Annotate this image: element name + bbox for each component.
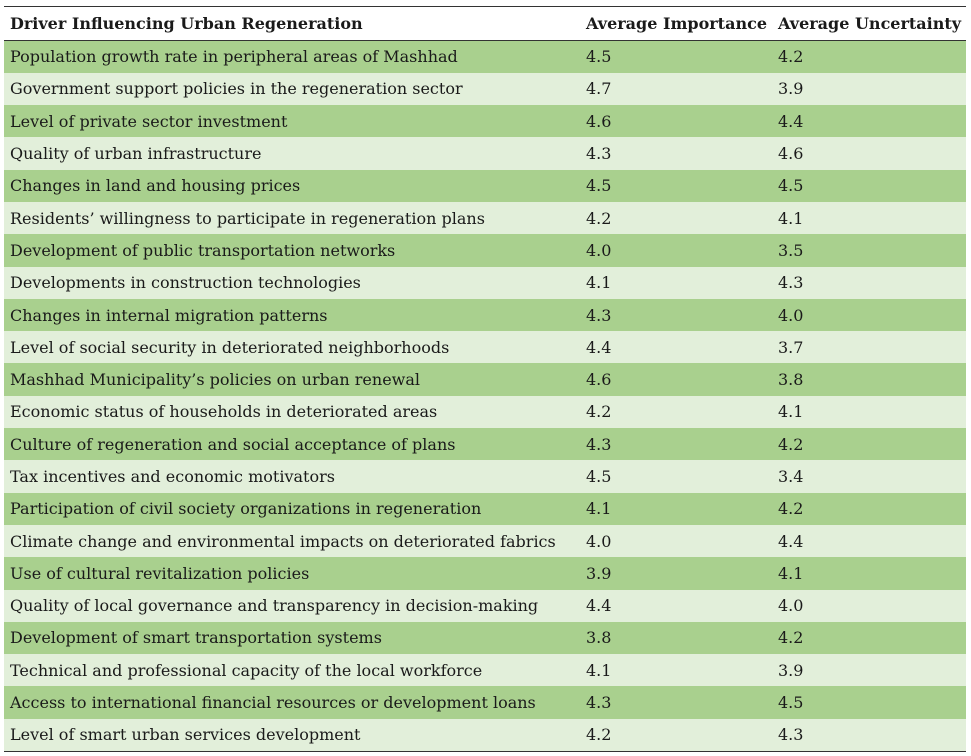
table-row: Level of smart urban services developmen… [4, 718, 966, 752]
importance-cell: 3.8 [580, 621, 772, 655]
driver-cell: Access to international financial resour… [4, 686, 580, 719]
driver-cell: Residents’ willingness to participate in… [4, 201, 580, 235]
table-row: Access to international financial resour… [4, 686, 966, 719]
uncertainty-cell: 4.6 [772, 137, 966, 170]
table-row: Population growth rate in peripheral are… [4, 40, 966, 73]
uncertainty-cell: 4.1 [772, 395, 966, 429]
driver-cell: Population growth rate in peripheral are… [4, 40, 580, 73]
importance-cell: 4.1 [580, 654, 772, 687]
uncertainty-cell: 4.4 [772, 105, 966, 138]
importance-cell: 4.5 [580, 169, 772, 202]
driver-cell: Culture of regeneration and social accep… [4, 428, 580, 461]
table-row: Quality of local governance and transpar… [4, 589, 966, 622]
uncertainty-cell: 4.2 [772, 428, 966, 461]
driver-cell: Level of smart urban services developmen… [4, 718, 580, 752]
driver-cell: Climate change and environmental impacts… [4, 524, 580, 558]
table-row: Development of smart transportation syst… [4, 621, 966, 655]
driver-cell: Development of smart transportation syst… [4, 621, 580, 655]
importance-cell: 3.9 [580, 557, 772, 590]
table-row: Residents’ willingness to participate in… [4, 201, 966, 235]
uncertainty-cell: 3.7 [772, 331, 966, 364]
table-row: Quality of urban infrastructure 4.3 4.6 [4, 137, 966, 170]
uncertainty-cell: 4.5 [772, 686, 966, 719]
header-driver: Driver Influencing Urban Regeneration [4, 6, 580, 41]
importance-cell: 4.2 [580, 718, 772, 752]
driver-cell: Changes in land and housing prices [4, 169, 580, 202]
table-row: Level of social security in deteriorated… [4, 331, 966, 364]
uncertainty-cell: 3.9 [772, 72, 966, 106]
importance-cell: 4.4 [580, 331, 772, 364]
table-row: Use of cultural revitalization policies 3… [4, 557, 966, 590]
importance-cell: 4.4 [580, 589, 772, 622]
uncertainty-cell: 4.5 [772, 169, 966, 202]
importance-cell: 4.1 [580, 266, 772, 299]
driver-cell: Level of social security in deteriorated… [4, 331, 580, 364]
uncertainty-cell: 4.2 [772, 621, 966, 655]
driver-cell: Level of private sector investment [4, 105, 580, 138]
driver-cell: Technical and professional capacity of t… [4, 654, 580, 687]
driver-cell: Mashhad Municipality’s policies on urban… [4, 363, 580, 396]
uncertainty-cell: 3.8 [772, 363, 966, 396]
table-row: Government support policies in the regen… [4, 72, 966, 106]
uncertainty-cell: 3.4 [772, 460, 966, 493]
driver-cell: Quality of local governance and transpar… [4, 589, 580, 622]
drivers-table: Driver Influencing Urban Regeneration Av… [4, 6, 966, 752]
header-row: Driver Influencing Urban Regeneration Av… [4, 6, 966, 41]
driver-cell: Development of public transportation net… [4, 234, 580, 267]
driver-cell: Economic status of households in deterio… [4, 395, 580, 429]
importance-cell: 4.6 [580, 363, 772, 396]
table-row: Culture of regeneration and social accep… [4, 428, 966, 461]
table-row: Participation of civil society organizat… [4, 492, 966, 525]
table-body: Population growth rate in peripheral are… [4, 40, 966, 752]
uncertainty-cell: 3.9 [772, 654, 966, 687]
importance-cell: 4.6 [580, 105, 772, 138]
driver-cell: Changes in internal migration patterns [4, 298, 580, 332]
uncertainty-cell: 4.4 [772, 524, 966, 558]
importance-cell: 4.0 [580, 524, 772, 558]
table-header: Driver Influencing Urban Regeneration Av… [4, 6, 966, 41]
uncertainty-cell: 3.5 [772, 234, 966, 267]
table-row: Changes in internal migration patterns 4.… [4, 298, 966, 332]
driver-cell: Use of cultural revitalization policies [4, 557, 580, 590]
driver-cell: Tax incentives and economic motivators [4, 460, 580, 493]
importance-cell: 4.3 [580, 137, 772, 170]
importance-cell: 4.5 [580, 460, 772, 493]
table-row: Economic status of households in deterio… [4, 395, 966, 429]
importance-cell: 4.2 [580, 201, 772, 235]
uncertainty-cell: 4.1 [772, 201, 966, 235]
driver-cell: Government support policies in the regen… [4, 72, 580, 106]
drivers-table-container: Driver Influencing Urban Regeneration Av… [4, 6, 966, 752]
table-row: Development of public transportation net… [4, 234, 966, 267]
table-row: Mashhad Municipality’s policies on urban… [4, 363, 966, 396]
importance-cell: 4.3 [580, 298, 772, 332]
table-row: Tax incentives and economic motivators 4.… [4, 460, 966, 493]
uncertainty-cell: 4.2 [772, 492, 966, 525]
importance-cell: 4.2 [580, 395, 772, 429]
uncertainty-cell: 4.2 [772, 40, 966, 73]
importance-cell: 4.5 [580, 40, 772, 73]
uncertainty-cell: 4.3 [772, 718, 966, 752]
table-row: Changes in land and housing prices 4.5 4.5 [4, 169, 966, 202]
uncertainty-cell: 4.0 [772, 298, 966, 332]
uncertainty-cell: 4.1 [772, 557, 966, 590]
importance-cell: 4.7 [580, 72, 772, 106]
header-uncertainty: Average Uncertainty [772, 6, 966, 41]
importance-cell: 4.1 [580, 492, 772, 525]
table-row: Developments in construction technologie… [4, 266, 966, 299]
importance-cell: 4.3 [580, 686, 772, 719]
table-row: Level of private sector investment 4.6 4.4 [4, 105, 966, 138]
driver-cell: Participation of civil society organizat… [4, 492, 580, 525]
importance-cell: 4.0 [580, 234, 772, 267]
uncertainty-cell: 4.3 [772, 266, 966, 299]
header-importance: Average Importance [580, 6, 772, 41]
table-row: Technical and professional capacity of t… [4, 654, 966, 687]
driver-cell: Developments in construction technologie… [4, 266, 580, 299]
importance-cell: 4.3 [580, 428, 772, 461]
driver-cell: Quality of urban infrastructure [4, 137, 580, 170]
table-row: Climate change and environmental impacts… [4, 524, 966, 558]
uncertainty-cell: 4.0 [772, 589, 966, 622]
